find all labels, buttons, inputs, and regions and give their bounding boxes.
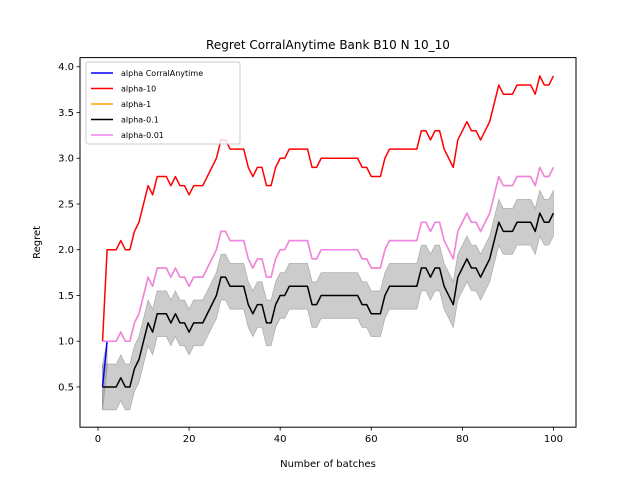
y-tick-label: 1.5 bbox=[58, 291, 74, 302]
plot-area bbox=[101, 75, 555, 411]
x-tick-label: 20 bbox=[183, 434, 196, 445]
legend-frame bbox=[85, 61, 241, 145]
x-axis-label: Number of batches bbox=[280, 459, 376, 470]
confidence-band-3 bbox=[102, 189, 554, 411]
series-line-3 bbox=[102, 212, 555, 388]
series-lines bbox=[101, 75, 555, 388]
legend-label-3: alpha-0.1 bbox=[121, 116, 159, 125]
y-axis-ticks: 0.5 1.0 1.5 2.0 2.5 3.0 3.5 4.0 bbox=[58, 62, 80, 393]
series-line-4 bbox=[102, 166, 555, 342]
y-tick-label: 4.0 bbox=[58, 62, 74, 73]
x-tick-label: 100 bbox=[544, 434, 563, 445]
legend-label-2: alpha-1 bbox=[121, 100, 151, 109]
y-tick-label: 2.5 bbox=[58, 199, 74, 210]
y-tick-label: 3.5 bbox=[58, 108, 74, 119]
axes-frame bbox=[79, 57, 577, 428]
x-tick-label: 60 bbox=[365, 434, 378, 445]
legend-label-1: alpha-10 bbox=[121, 85, 156, 94]
x-tick-label: 80 bbox=[456, 434, 469, 445]
series-line-0 bbox=[101, 341, 108, 388]
legend-label-4: alpha-0.01 bbox=[121, 131, 164, 140]
legend: alpha CorralAnytime alpha-10 alpha-1 alpha-… bbox=[85, 61, 241, 145]
chart-title: Regret CorralAnytime Bank B10 N 10_10 bbox=[206, 38, 450, 52]
y-tick-label: 2.0 bbox=[58, 245, 74, 256]
x-tick-label: 40 bbox=[274, 434, 287, 445]
series-line-1 bbox=[101, 75, 555, 342]
y-tick-label: 0.5 bbox=[58, 382, 74, 393]
legend-label-0: alpha CorralAnytime bbox=[121, 69, 203, 78]
y-axis-label: Regret bbox=[32, 226, 43, 259]
y-tick-label: 3.0 bbox=[58, 154, 74, 165]
x-tick-label: 0 bbox=[95, 434, 101, 445]
x-axis-ticks: 0 20 40 60 80 100 bbox=[95, 427, 563, 445]
y-tick-label: 1.0 bbox=[58, 337, 74, 348]
